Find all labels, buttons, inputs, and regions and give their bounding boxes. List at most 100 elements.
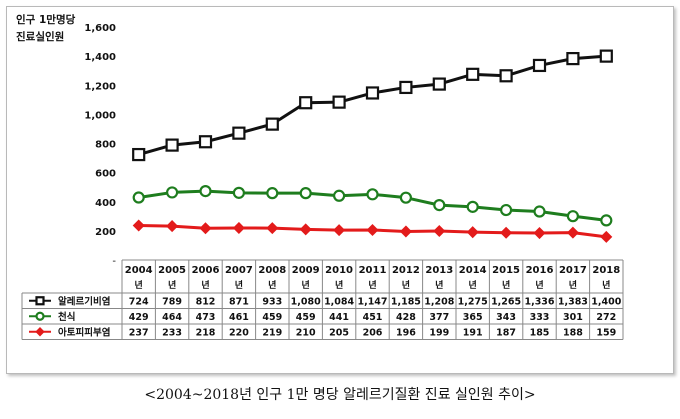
asthma-value-label: 428 xyxy=(396,312,416,323)
asthma-value-label: 365 xyxy=(463,312,483,323)
allergy-rhinitis-value-label: 724 xyxy=(129,296,149,307)
y-tick-label: 1,200 xyxy=(84,81,116,92)
asthma-value-label: 301 xyxy=(563,312,583,323)
allergy-rhinitis-legend-marker xyxy=(35,296,45,306)
allergy-rhinitis-value-label: 1,336 xyxy=(524,296,554,307)
year-label: 2017 xyxy=(559,265,587,276)
year-label: 2009 xyxy=(292,265,320,276)
atopic-dermatitis-value-label: 188 xyxy=(563,327,583,338)
atopic-dermatitis-point xyxy=(566,226,579,239)
asthma-point xyxy=(232,186,245,199)
allergy-rhinitis-point xyxy=(198,135,213,149)
asthma-value-label: 377 xyxy=(429,312,449,323)
atopic-dermatitis-value-label: 219 xyxy=(262,327,282,338)
asthma-legend-marker xyxy=(35,311,45,321)
year-label: 2005 xyxy=(158,265,186,276)
allergy-rhinitis-point xyxy=(399,80,413,95)
asthma-point xyxy=(333,189,346,202)
asthma-point xyxy=(433,198,446,212)
y-tick-label: 1,400 xyxy=(84,52,116,63)
allergy-rhinitis-point xyxy=(532,58,547,73)
atopic-dermatitis-value-label: 205 xyxy=(329,327,349,338)
atopic-dermatitis-value-label: 220 xyxy=(229,327,249,338)
asthma-value-label: 441 xyxy=(329,312,349,323)
asthma-value-label: 473 xyxy=(196,312,216,323)
atopic-dermatitis-value-label: 199 xyxy=(429,327,449,338)
year-suffix: 년 xyxy=(469,279,477,291)
asthma-point xyxy=(166,186,179,199)
year-label: 2008 xyxy=(258,265,286,276)
year-suffix: 년 xyxy=(535,279,543,291)
asthma-point xyxy=(600,214,613,227)
allergy-rhinitis-value-label: 933 xyxy=(262,296,282,307)
year-suffix: 년 xyxy=(502,279,510,291)
atopic-dermatitis-point xyxy=(232,221,245,234)
allergy-rhinitis-legend-label: 알레르기비염 xyxy=(58,295,110,307)
figure-caption: <2004~2018년 인구 1만 명당 알레르기질환 진료 실인원 추이> xyxy=(144,387,536,403)
year-label: 2015 xyxy=(492,265,520,276)
asthma-point xyxy=(533,205,546,218)
asthma-point xyxy=(466,200,479,213)
atopic-dermatitis-value-label: 237 xyxy=(129,327,149,338)
y-tick-label-zero: - xyxy=(112,256,116,267)
allergy-rhinitis-point xyxy=(365,86,380,100)
year-suffix: 년 xyxy=(268,279,276,291)
asthma-point xyxy=(366,188,379,201)
atopic-dermatitis-point xyxy=(533,227,546,240)
allergy-rhinitis-point xyxy=(566,52,580,66)
asthma-value-label: 333 xyxy=(530,312,550,323)
asthma-point xyxy=(500,203,513,217)
allergy-rhinitis-point xyxy=(599,49,613,63)
y-tick-label: 800 xyxy=(95,140,116,151)
year-label: 2010 xyxy=(325,265,353,276)
year-suffix: 년 xyxy=(135,279,143,291)
allergy-rhinitis-point xyxy=(165,138,179,152)
atopic-dermatitis-point xyxy=(299,223,312,236)
y-tick-label: 600 xyxy=(95,169,116,180)
allergy-rhinitis-value-label: 789 xyxy=(162,296,182,307)
atopic-dermatitis-point xyxy=(199,222,212,235)
year-suffix: 년 xyxy=(302,279,310,291)
allergy-rhinitis-point xyxy=(132,147,146,162)
atopic-dermatitis-point xyxy=(466,226,479,239)
y-tick-label: 1,600 xyxy=(84,23,116,34)
y-axis-title-line2: 진료실인원 xyxy=(16,31,65,43)
atopic-dermatitis-point xyxy=(266,222,279,235)
asthma-point xyxy=(266,187,279,200)
atopic-dermatitis-point xyxy=(500,226,513,239)
year-label: 2014 xyxy=(459,265,487,276)
allergy-rhinitis-value-label: 812 xyxy=(196,296,216,307)
asthma-point xyxy=(566,210,580,223)
asthma-value-label: 429 xyxy=(129,312,149,323)
allergy-rhinitis-point xyxy=(466,67,480,81)
year-suffix: 년 xyxy=(368,279,376,291)
year-suffix: 년 xyxy=(201,279,209,291)
year-label: 2013 xyxy=(425,265,453,276)
atopic-dermatitis-value-label: 196 xyxy=(396,327,416,338)
year-label: 2007 xyxy=(225,265,253,276)
atopic-dermatitis-value-label: 210 xyxy=(296,327,316,338)
allergy-rhinitis-point xyxy=(299,96,313,110)
atopic-dermatitis-value-label: 233 xyxy=(162,327,182,338)
y-axis-title: 인구 1만명당 진료실인원 xyxy=(16,12,75,46)
allergy-rhinitis-value-label: 1,208 xyxy=(424,296,454,307)
asthma-value-label: 464 xyxy=(162,312,182,323)
year-suffix: 년 xyxy=(335,279,343,291)
atopic-dermatitis-point xyxy=(399,225,412,238)
asthma-value-label: 459 xyxy=(262,312,282,323)
year-suffix: 년 xyxy=(168,279,176,291)
year-label: 2011 xyxy=(359,265,387,276)
allergy-rhinitis-point xyxy=(432,77,446,91)
allergy-rhinitis-point xyxy=(265,117,279,131)
atopic-dermatitis-point xyxy=(166,220,179,233)
allergy-rhinitis-value-label: 1,265 xyxy=(491,296,521,307)
allergy-rhinitis-value-label: 1,185 xyxy=(391,296,421,307)
year-label: 2004 xyxy=(125,265,153,276)
atopic-dermatitis-point xyxy=(366,223,379,237)
atopic-dermatitis-point xyxy=(132,219,145,232)
year-suffix: 년 xyxy=(569,279,577,291)
y-tick-label: 200 xyxy=(95,227,116,238)
year-label: 2016 xyxy=(526,265,554,276)
allergy-rhinitis-point xyxy=(499,69,513,83)
asthma-point xyxy=(299,187,312,200)
